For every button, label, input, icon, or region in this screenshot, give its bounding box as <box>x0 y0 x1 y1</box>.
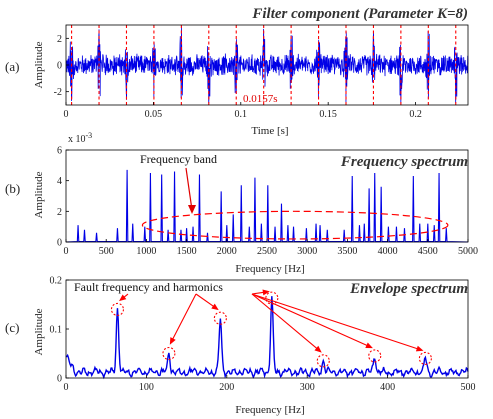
x-tick-label: 0.1 <box>235 109 248 120</box>
x-tick-label: 0 <box>64 109 69 120</box>
harmonic-circle <box>162 346 176 361</box>
filter-signal-line <box>65 26 469 104</box>
harmonic-arrow-line <box>251 293 318 350</box>
y-tick-label: 6 <box>57 146 62 157</box>
harmonic-arrow-line <box>195 293 215 308</box>
y-tick-label: 0 <box>57 374 62 385</box>
x-tick-label: 200 <box>219 382 234 393</box>
y-tick-label: 2 <box>57 34 62 45</box>
panel-a-label: (a) <box>5 59 19 74</box>
band-arrowhead <box>188 205 196 214</box>
y-tick-label: 2 <box>57 207 62 218</box>
harmonic-arrowhead <box>169 337 176 345</box>
panel-c-label: (c) <box>5 320 19 335</box>
frequency-band-annotation: Frequency band <box>140 152 217 166</box>
x-tick-label: 1500 <box>177 246 197 257</box>
harmonic-arrowhead <box>119 294 127 302</box>
y-tick-label: 0 <box>57 238 62 249</box>
panel-b-ylabel: Amplitude <box>33 171 45 218</box>
x-tick-label: 4500 <box>418 246 438 257</box>
panel-a-xticks: 0 0.05 0.1 0.15 0.2 <box>64 102 422 120</box>
x-tick-label: 3500 <box>337 246 357 257</box>
harmonic-circle <box>316 354 330 368</box>
frequency-spectrum-line <box>65 169 469 243</box>
panel-b-yticks: 6 4 2 0 <box>57 146 69 249</box>
harmonic-circle <box>110 302 125 316</box>
panel-c-xlabel: Frequency [Hz] <box>235 404 304 416</box>
x-tick-label: 400 <box>380 382 395 393</box>
x-tick-label: 2000 <box>217 246 237 257</box>
harmonic-arrow-line <box>251 293 368 347</box>
harmonic-arrows <box>119 289 424 353</box>
harmonic-arrowhead <box>365 342 373 349</box>
panel-c-plot <box>65 291 469 380</box>
panel-c-yticks: 0.2 0.1 0 <box>50 276 69 385</box>
panel-c-xticks: 0 100 200 300 400 500 <box>64 375 476 393</box>
envelope-spectrum-line <box>65 296 469 380</box>
panel-b-xticks: 0 500 1000 1500 2000 2500 3000 3500 4000 4500 5000 <box>64 239 478 257</box>
x-tick-label: 0 <box>64 382 69 393</box>
x-tick-label: 2500 <box>257 246 277 257</box>
y-tick-label: 0.2 <box>50 276 63 287</box>
x-tick-label: 100 <box>139 382 154 393</box>
panel-a-title: Filter component (Parameter K=8) <box>251 6 468 22</box>
x-tick-label: 1000 <box>136 246 156 257</box>
harmonic-circle <box>418 351 432 365</box>
x-tick-label: 4000 <box>378 246 398 257</box>
panel-b-plot <box>65 169 469 243</box>
y-tick-label: 0 <box>57 61 62 72</box>
harmonic-arrow-line <box>251 291 264 295</box>
x-tick-label: 0.2 <box>409 109 422 120</box>
y-tick-label: 0.1 <box>50 325 63 336</box>
harmonic-circle <box>213 311 227 325</box>
panel-b-label: (b) <box>5 181 20 196</box>
x-tick-label: 500 <box>99 246 114 257</box>
panel-c: Envelope spectrum (c) Amplitude 0 100 200 3… <box>5 276 476 417</box>
panel-a-plot <box>65 25 469 105</box>
x-tick-label: 0.05 <box>145 109 163 120</box>
panel-b: x 10-3 Frequency spectrum (b) Amplitude … <box>5 131 478 275</box>
harmonic-circle <box>265 291 279 305</box>
y-tick-label: 4 <box>57 176 62 187</box>
panel-b-xlabel: Frequency [Hz] <box>235 263 304 275</box>
frequency-band-ellipse <box>141 210 449 240</box>
x-tick-label: 500 <box>461 382 476 393</box>
panel-c-title: Envelope spectrum <box>349 281 468 297</box>
period-label: 0.0157s <box>243 93 278 105</box>
x-tick-label: 0.15 <box>319 109 337 120</box>
panel-b-title: Frequency spectrum <box>340 154 468 170</box>
panel-a: Filter component (Parameter K=8) (a) Amp… <box>5 6 469 137</box>
band-arrow <box>185 167 193 211</box>
harmonic-arrow-line <box>172 293 197 340</box>
fault-frequency-annotation: Fault frequency and harmonics <box>74 280 223 294</box>
x-tick-label: 300 <box>300 382 315 393</box>
y-tick-label: -2 <box>54 87 62 98</box>
harmonic-arrow-line <box>251 293 418 350</box>
harmonic-arrowhead <box>211 303 219 311</box>
panel-c-ylabel: Amplitude <box>33 308 45 355</box>
panel-a-ylabel: Amplitude <box>33 41 45 88</box>
harmonic-arrowhead <box>262 289 270 296</box>
harmonic-arrowhead <box>314 345 322 353</box>
panel-b-exponent: x 10-3 <box>68 131 92 145</box>
harmonic-circle <box>368 349 382 363</box>
x-tick-label: 0 <box>64 246 69 257</box>
x-tick-label: 3000 <box>297 246 317 257</box>
panel-a-yticks: 2 0 -2 <box>54 34 69 98</box>
panel-a-xlabel: Time [s] <box>251 125 288 137</box>
x-tick-label: 5000 <box>458 246 478 257</box>
harmonic-arrowhead <box>415 345 424 352</box>
